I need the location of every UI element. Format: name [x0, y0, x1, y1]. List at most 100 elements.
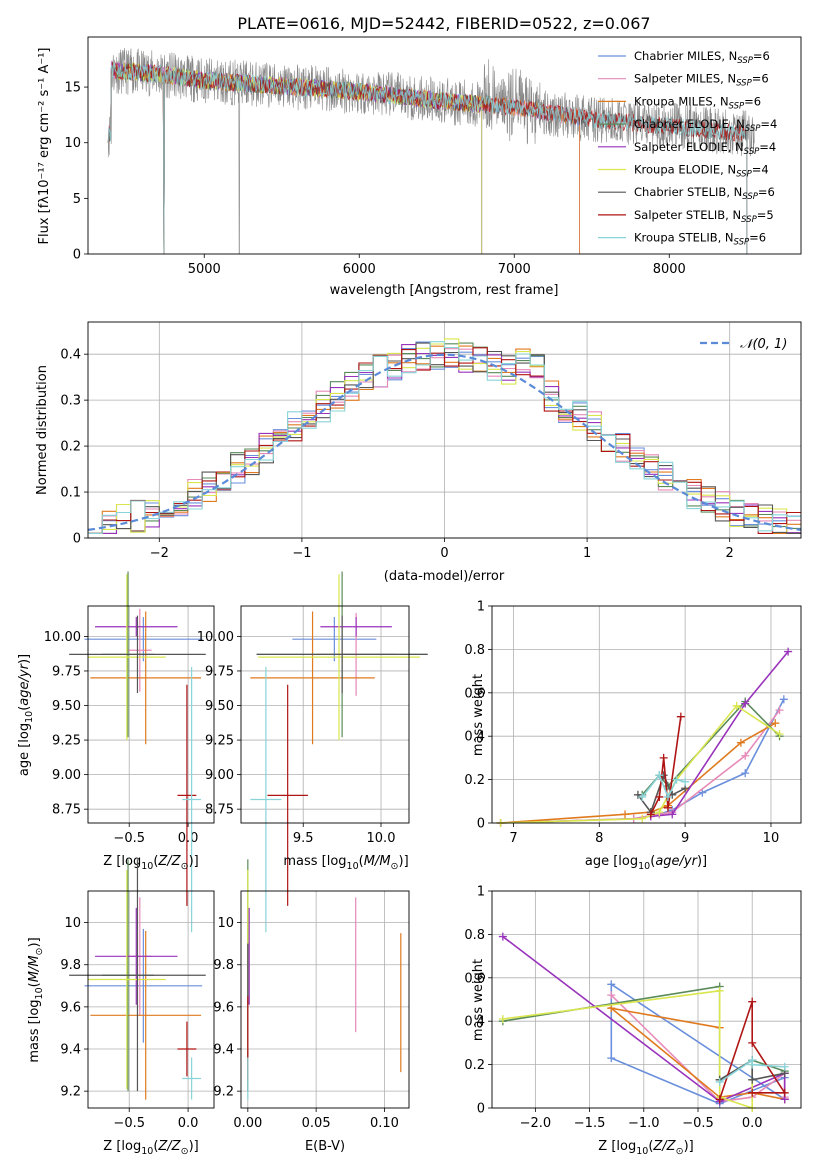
y-tick-label: 10 — [64, 916, 81, 931]
mass-weight-marker — [715, 1077, 724, 1086]
y-tick-label: 0.4 — [464, 730, 485, 745]
legend-label: Chabrier STELIB, NSSP=6 — [634, 185, 775, 202]
mass_vs_Z-axes: −0.5 0.0 9.2 9.4 9.6 9.8 10 — [60, 859, 214, 1131]
mass_vs_ebv-axes: 0.00 0.05 0.10 9.2 9.4 9.6 9.8 10 — [213, 859, 409, 1131]
y-tick-label: 0.2 — [464, 773, 485, 788]
x-tick-label: −2.0 — [520, 1116, 552, 1131]
y-tick-label: 9.2 — [60, 1085, 81, 1100]
mass-weight-line — [719, 1058, 785, 1081]
mass-weight-marker — [498, 1015, 507, 1024]
y-tick-label: 0.4 — [464, 1015, 485, 1030]
y-tick-label: 9.50 — [52, 699, 81, 714]
gaussian-curve — [87, 353, 802, 531]
mass-weight-marker — [732, 701, 741, 710]
x-tick-label: 8 — [595, 831, 603, 846]
mass-weight-marker — [748, 1060, 757, 1069]
age-vs-mass-xlabel: mass [log10(M/M⊙)] — [283, 854, 408, 872]
legend-label: Salpeter ELODIE, NSSP=4 — [634, 140, 776, 157]
x-tick-label: 8000 — [653, 262, 686, 277]
mass_vs_ebv-frame — [240, 890, 410, 1109]
mass-weight-marker — [607, 991, 616, 1000]
mass-weight-marker — [784, 647, 793, 656]
y-tick-label: 0.2 — [60, 440, 81, 455]
mass-vs-ebv-xlabel: E(B-V) — [305, 1139, 345, 1154]
mass-weight-marker — [741, 699, 750, 708]
spectrum-frame — [87, 36, 802, 255]
mass-weight-marker — [715, 1095, 724, 1104]
mass-weight-marker — [663, 792, 672, 801]
x-tick-label: −0.5 — [682, 1116, 714, 1131]
massweight_vs_Z-frame — [491, 890, 802, 1109]
x-tick-label: 5000 — [188, 262, 221, 277]
mass-weight-marker — [607, 980, 616, 989]
x-tick-label: −0.5 — [113, 831, 145, 846]
y-tick-label: 9.2 — [213, 1085, 234, 1100]
y-tick-label: 9.8 — [213, 958, 234, 973]
mass-weight-marker — [668, 810, 677, 819]
legend-label: Salpeter STELIB, NSSP=5 — [634, 208, 774, 225]
y-tick-label: 10.00 — [197, 630, 234, 645]
spectrum-model-line — [107, 62, 748, 255]
legend-label: Chabrier ELODIE, NSSP=4 — [634, 117, 777, 134]
y-tick-label: 0.2 — [464, 1058, 485, 1073]
mass-weight-marker — [633, 790, 642, 799]
mass_vs_Z-frame — [87, 890, 215, 1109]
mass-weight-marker — [741, 769, 750, 778]
x-tick-label: −1.5 — [574, 1116, 606, 1131]
mass-weight-marker — [779, 695, 788, 704]
y-tick-label: 9.25 — [52, 734, 81, 749]
mass-weight-marker — [681, 777, 690, 786]
y-tick-label: 0.3 — [60, 394, 81, 409]
y-tick-label: 0 — [73, 532, 81, 547]
legend-label: Kroupa ELODIE, NSSP=4 — [634, 163, 769, 180]
spectrum-legend: Chabrier MILES, NSSP=6 Salpeter MILES, NS… — [598, 49, 777, 248]
x-tick-label: 7000 — [498, 262, 531, 277]
x-tick-label: 10 — [763, 831, 780, 846]
x-tick-label: −0.5 — [113, 1116, 145, 1131]
mass-weight-marker — [655, 808, 664, 817]
mass-weight-marker — [638, 814, 647, 823]
age-vs-Z-xlabel: Z [log10(Z/Z⊙)] — [103, 854, 198, 872]
age_vs_mass-axes: 9.5 10.0 8.75 9.00 9.25 9.50 9.75 10.00 — [197, 571, 428, 933]
y-tick-label: 9.25 — [205, 734, 234, 749]
y-tick-label: 8.75 — [205, 803, 234, 818]
legend-label: Kroupa STELIB, NSSP=6 — [634, 231, 766, 248]
massweight_vs_Z-axes: −2.0 −1.5 −1.0 −0.5 0.0 0 0.2 0.4 0.6 0.8 1 — [464, 885, 801, 1131]
mass-weight-marker — [646, 810, 655, 819]
residual-legend: 𝒩(0, 1) — [700, 337, 787, 352]
age_vs_Z-axes: −0.5 0.0 8.75 9.00 9.25 9.50 9.75 10.00 — [44, 571, 214, 933]
y-tick-label: 9.75 — [52, 664, 81, 679]
mass-weight-marker — [780, 1062, 789, 1071]
x-tick-label: 0.10 — [370, 1116, 399, 1131]
residual-xlabel: (data-model)/error — [384, 569, 505, 584]
spectrum-xlabel: wavelength [Angstrom, rest frame] — [330, 283, 559, 298]
y-tick-label: 9.8 — [60, 958, 81, 973]
y-tick-label: 9.4 — [213, 1043, 234, 1058]
x-tick-label: 2 — [726, 546, 734, 561]
x-tick-label: −1.0 — [628, 1116, 660, 1131]
x-tick-label: −2 — [150, 546, 169, 561]
massweight-Z-xlabel: Z [log10(Z/Z⊙)] — [598, 1139, 693, 1157]
mass-weight-marker — [748, 997, 757, 1006]
mass-weight-marker — [748, 1038, 757, 1047]
y-tick-label: 0.6 — [464, 971, 485, 986]
residual-ylabel: Normed distribution — [35, 365, 50, 495]
mass-weight-marker — [780, 1088, 789, 1097]
residuals-axes: −2 −1 0 1 2 0 0.1 0.2 0.3 0.4 — [60, 322, 802, 561]
mass-weight-marker — [655, 792, 664, 801]
legend-label: Salpeter MILES, NSSP=6 — [634, 72, 769, 89]
x-tick-label: 9 — [681, 831, 689, 846]
y-tick-label: 9.00 — [205, 768, 234, 783]
x-tick-label: 10.0 — [367, 831, 396, 846]
mass-weight-marker — [621, 810, 630, 819]
spectrum-axes: 5000 6000 7000 8000 0 5 10 15 — [64, 47, 755, 277]
mass-weight-marker — [638, 792, 647, 801]
mass-weight-marker — [748, 1075, 757, 1084]
mass-weight-marker — [736, 738, 745, 747]
x-tick-label: −1 — [292, 546, 311, 561]
mass-weight-marker — [775, 706, 784, 715]
age_vs_Z-frame — [87, 605, 215, 824]
y-tick-label: 0.6 — [464, 686, 485, 701]
x-tick-label: 0.0 — [178, 831, 199, 846]
